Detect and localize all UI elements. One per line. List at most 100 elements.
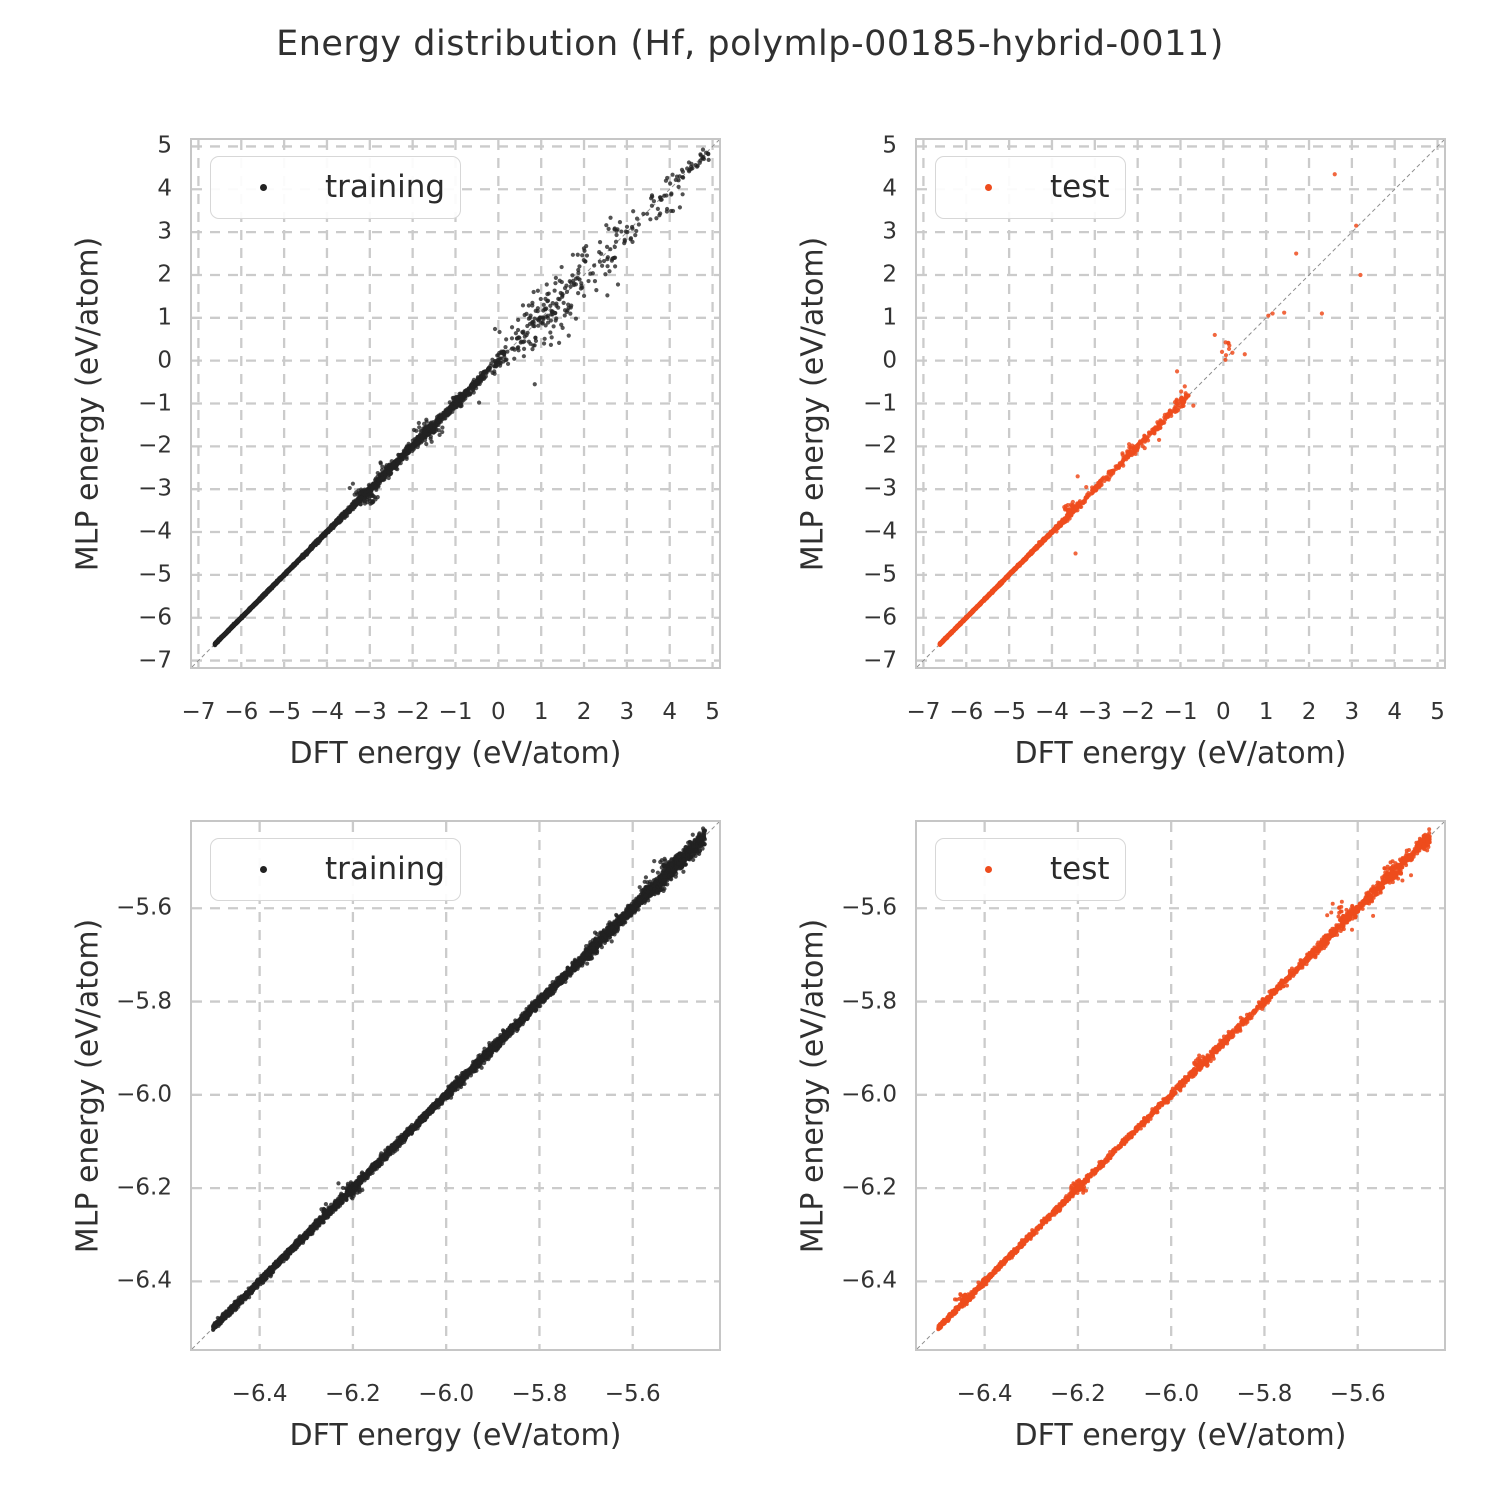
x-tick-label: −1 [438,699,473,725]
subplot-test-full: test −7 −6 −5 −4 −3 −2 −1 0 1 2 3 4 5 5 4 3 2 1 0 −1 −2 −3 −4… [796,134,1446,771]
y-tick-label: −5.8 [841,988,897,1015]
scatter-canvas-test-zoom [917,822,1444,1349]
y-tick-label: −7 [138,647,172,674]
x-tick-label: 3 [1344,699,1360,725]
y-axis-label: MLP energy (eV/atom) [70,918,106,1253]
legend: training [210,156,462,220]
y-tick-label: −1 [863,390,897,416]
x-tick-label: −4 [310,699,344,725]
y-axis-label: MLP energy (eV/atom) [795,918,831,1253]
y-tick-label: 1 [882,304,897,331]
legend-marker-icon [260,184,267,192]
y-axis-label: MLP energy (eV/atom) [70,236,106,571]
x-tick-label: −5.6 [1329,1381,1386,1407]
y-tick-label: −1 [138,390,172,416]
subplot-training-full: training −7 −6 −5 −4 −3 −2 −1 0 1 2 3 4 5 5 4 3 2 1 0 −1 −2… [71,134,721,771]
legend-marker-icon [985,184,992,192]
y-tick-label: −2 [138,432,172,459]
x-tick-label: 0 [1216,699,1231,725]
x-tick-label: −2 [395,699,430,725]
x-tick-label: −6 [949,699,984,725]
y-axis-label: MLP energy (eV/atom) [795,236,831,571]
x-axis-label: DFT energy (eV/atom) [1014,1418,1347,1453]
y-tick-label: 4 [882,175,897,202]
legend-label: test [1050,169,1110,205]
scatter-canvas-training-zoom [192,822,719,1349]
y-tick-label: 3 [157,218,172,245]
y-tick-label: −4 [138,518,172,545]
y-tick-label: −6.0 [116,1081,172,1108]
y-tick-label: −6.0 [841,1081,897,1108]
x-tick-label: −6 [224,699,259,725]
y-tick-label: −2 [863,432,897,459]
x-tick-label: −5.6 [604,1381,661,1407]
y-tick-label: 4 [157,175,172,202]
subplot-test-zoom: test −6.4 −6.2 −6.0 −5.8 −5.6 −5.6 −5.8 −6.0 −6… [796,820,1446,1453]
legend-label: training [325,851,446,887]
x-tick-label: −4 [1035,699,1069,725]
x-tick-label: −6.2 [1049,1381,1106,1407]
x-tick-label: 4 [662,699,678,725]
x-tick-label: −3 [352,699,387,725]
x-tick-label: −1 [1163,699,1198,725]
y-tick-label: −6 [138,604,172,631]
x-axis-label: DFT energy (eV/atom) [289,736,622,771]
x-tick-label: −5.8 [511,1381,568,1407]
x-tick-label: 1 [533,699,549,725]
y-tick-label: −5.8 [116,988,172,1015]
y-tick-label: 5 [882,132,897,159]
x-axis-label: DFT energy (eV/atom) [289,1418,622,1453]
subplot-training-zoom: training −6.4 −6.2 −6.0 −5.8 −5.6 −5.6 −5.8 −6… [71,820,721,1453]
legend-label: test [1050,851,1110,887]
y-tick-label: 0 [882,347,897,374]
y-tick-label: −6.2 [116,1174,172,1201]
y-tick-label: 3 [882,218,897,245]
y-tick-label: 5 [157,132,172,159]
x-tick-label: −6.0 [1143,1381,1200,1407]
x-tick-label: 4 [1387,699,1403,725]
x-tick-label: 5 [705,699,720,725]
x-tick-label: −3 [1077,699,1112,725]
legend: training [210,838,462,902]
y-tick-label: −3 [863,475,897,502]
y-tick-label: −5 [138,561,172,588]
y-tick-label: −7 [863,647,897,674]
x-tick-label: 2 [576,699,592,725]
y-tick-label: 1 [157,304,172,331]
x-tick-label: −6.4 [231,1381,288,1407]
y-tick-label: −6 [863,604,897,631]
x-axis-label: DFT energy (eV/atom) [1014,736,1347,771]
y-tick-label: −6.4 [841,1267,897,1294]
y-tick-label: −6.4 [116,1267,172,1294]
x-tick-label: 2 [1301,699,1317,725]
legend-marker-icon [260,866,267,874]
legend-label: training [325,169,446,205]
legend-marker-icon [985,866,992,874]
x-tick-label: −5 [992,699,1027,725]
x-tick-label: −6.2 [324,1381,381,1407]
y-tick-label: 2 [157,261,172,288]
legend: test [935,156,1126,220]
scatter-canvas-test-full [917,140,1444,667]
x-tick-label: 1 [1258,699,1274,725]
y-tick-label: 2 [882,261,897,288]
y-tick-label: 0 [157,347,172,374]
legend: test [935,838,1126,902]
x-tick-label: −7 [906,699,941,725]
x-tick-label: 3 [619,699,635,725]
y-tick-label: −5.6 [841,894,897,921]
x-tick-label: −6.0 [418,1381,475,1407]
y-tick-label: −5.6 [116,894,172,921]
x-tick-label: −2 [1120,699,1155,725]
figure-title: Energy distribution (Hf, polymlp-00185-h… [276,24,1224,64]
x-tick-label: −5.8 [1236,1381,1293,1407]
y-tick-label: −5 [863,561,897,588]
y-tick-label: −4 [863,518,897,545]
x-tick-label: −5 [267,699,302,725]
y-tick-label: −3 [138,475,172,502]
x-tick-label: −7 [181,699,216,725]
x-tick-label: 5 [1430,699,1445,725]
y-tick-label: −6.2 [841,1174,897,1201]
x-tick-label: −6.4 [956,1381,1013,1407]
scatter-canvas-training-full [192,140,719,667]
